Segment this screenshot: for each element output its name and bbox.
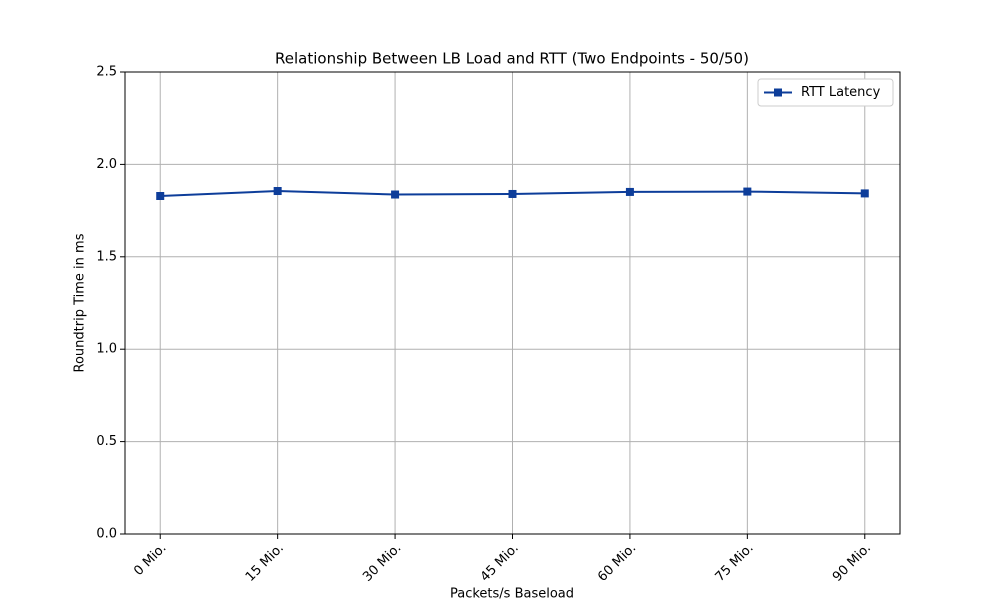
data-point: [391, 190, 400, 199]
plot-frame: [124, 71, 901, 535]
legend-marker: [774, 88, 782, 97]
data-point: [860, 189, 869, 198]
y-tick-label: 2.0: [96, 157, 117, 172]
data-point: [508, 189, 517, 198]
y-axis-label: Roundtrip Time in ms: [73, 233, 88, 372]
x-tick-label: 60 Mio.: [595, 541, 639, 585]
x-tick-label: 0 Mio.: [131, 541, 169, 579]
x-tick-label: 90 Mio.: [830, 541, 874, 585]
y-tick-label: 0.0: [96, 527, 117, 542]
legend-box: [757, 78, 894, 107]
x-axis-label: Packets/s Baseload: [450, 587, 574, 601]
chart-title: Relationship Between LB Load and RTT (Tw…: [275, 50, 749, 68]
data-point: [625, 187, 634, 196]
x-tick-label: 30 Mio.: [360, 541, 404, 585]
y-tick-label: 1.0: [96, 342, 117, 357]
x-tick-label: 75 Mio.: [713, 541, 757, 585]
data-point: [156, 192, 165, 201]
y-tick-label: 0.5: [96, 434, 117, 449]
data-point: [273, 187, 282, 196]
x-tick-label: 15 Mio.: [243, 541, 287, 585]
x-tick-label: 45 Mio.: [478, 541, 522, 585]
y-tick-label: 1.5: [96, 249, 117, 264]
y-tick-label: 2.5: [96, 65, 117, 80]
legend-label: RTT Latency: [801, 85, 881, 100]
data-point: [743, 187, 752, 196]
